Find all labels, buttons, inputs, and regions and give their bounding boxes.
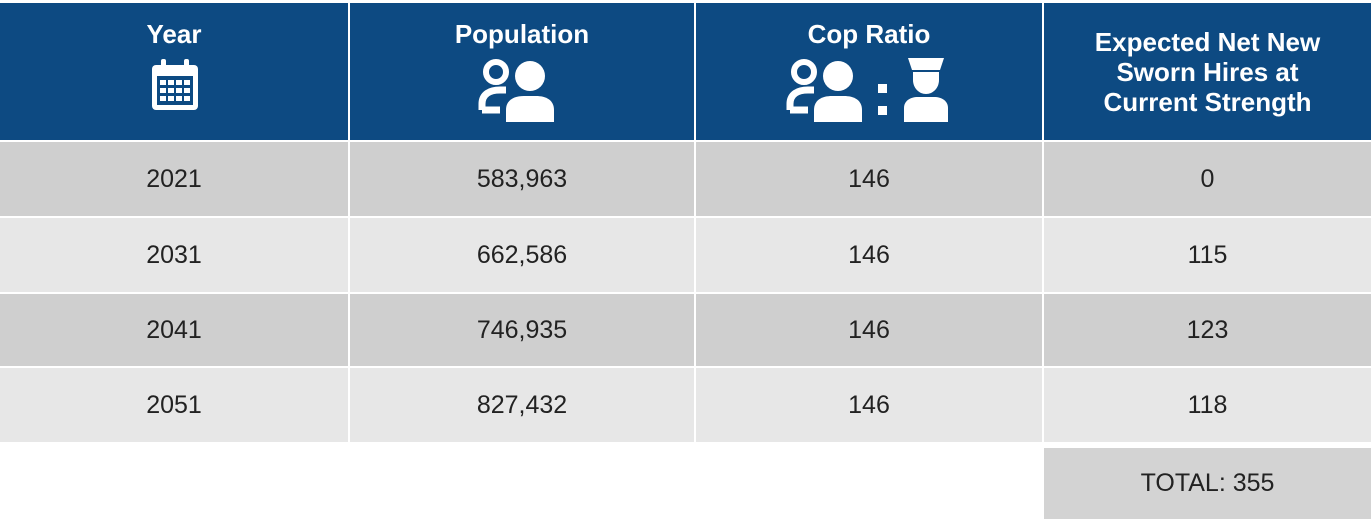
cell-text: 146 bbox=[848, 240, 890, 269]
body-cell: 0 bbox=[1044, 142, 1371, 216]
cell-text: 118 bbox=[1187, 390, 1228, 419]
body-cell: 583,963 bbox=[350, 142, 694, 216]
body-cell: 746,935 bbox=[350, 294, 694, 366]
cell-text: 146 bbox=[848, 164, 890, 193]
cell-text: 115 bbox=[1187, 240, 1228, 269]
calendar-icon bbox=[152, 59, 198, 110]
header-cell: Expected Net New Sworn Hires at Current … bbox=[1044, 3, 1371, 140]
cell-text: 123 bbox=[1186, 315, 1229, 344]
body-cell: 146 bbox=[696, 142, 1042, 216]
cell-text: Expected Net New Sworn Hires at Current … bbox=[1094, 26, 1321, 117]
cell-text: 746,935 bbox=[476, 315, 568, 344]
body-cell: 146 bbox=[696, 294, 1042, 366]
cell-text: 2021 bbox=[146, 164, 202, 193]
cell-text: 2041 bbox=[146, 315, 202, 344]
cell-text: 0 bbox=[1200, 164, 1215, 193]
cell-text: Cop Ratio bbox=[807, 19, 931, 49]
body-cell: 146 bbox=[696, 218, 1042, 292]
cell-text: 146 bbox=[848, 315, 890, 344]
cell-text: 662,586 bbox=[476, 240, 568, 269]
cell-text: 2051 bbox=[146, 390, 202, 419]
body-cell: 115 bbox=[1044, 218, 1371, 292]
cell-text: 146 bbox=[848, 390, 890, 419]
cell-text: TOTAL: 355 bbox=[1140, 469, 1275, 497]
population-icon bbox=[478, 59, 554, 122]
body-cell: 2041 bbox=[0, 294, 348, 366]
body-cell: 123 bbox=[1044, 294, 1371, 366]
cell-text: 583,963 bbox=[476, 164, 568, 193]
body-cell: 827,432 bbox=[350, 368, 694, 442]
body-cell: 2031 bbox=[0, 218, 348, 292]
body-cell: 2021 bbox=[0, 142, 348, 216]
cell-text: Population bbox=[454, 19, 590, 49]
header-cell: Cop Ratio bbox=[696, 3, 1042, 140]
cell-text: 2031 bbox=[146, 240, 202, 269]
cop-ratio-icon bbox=[786, 58, 948, 122]
body-cell: 2051 bbox=[0, 368, 348, 442]
cell-text: 827,432 bbox=[476, 390, 568, 419]
body-cell: 662,586 bbox=[350, 218, 694, 292]
body-cell: 146 bbox=[696, 368, 1042, 442]
cell-text: Year bbox=[146, 19, 202, 49]
total-cell: TOTAL: 355 bbox=[1044, 448, 1371, 519]
body-cell: 118 bbox=[1044, 368, 1371, 442]
